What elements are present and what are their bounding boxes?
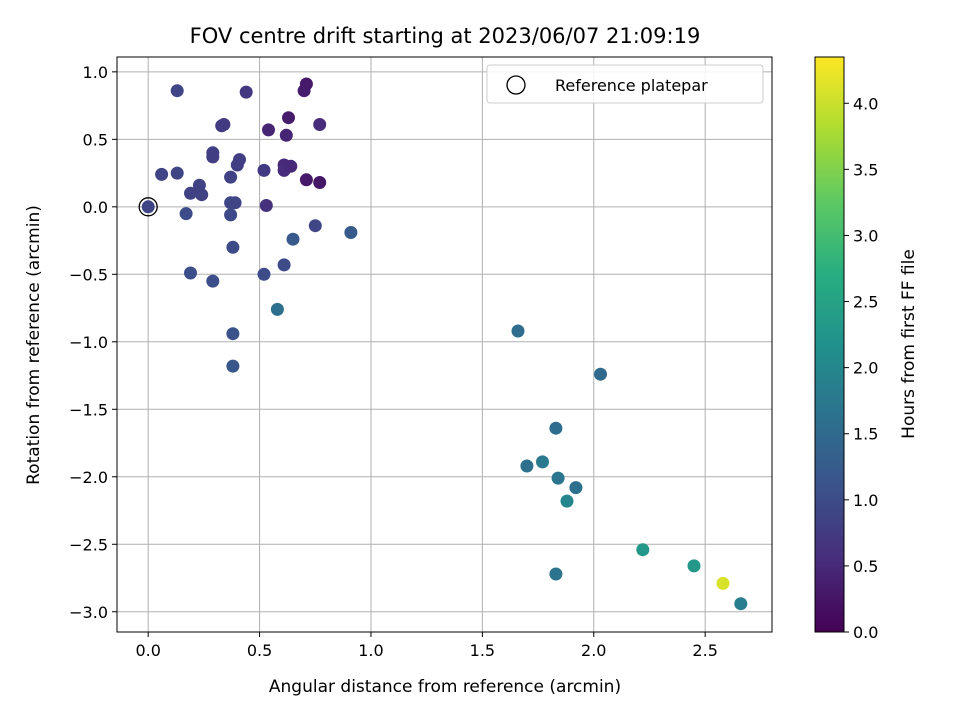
data-point xyxy=(226,240,240,254)
data-point xyxy=(184,266,197,280)
x-tick-label: 1.0 xyxy=(358,641,383,660)
y-tick-label: −3.0 xyxy=(69,603,108,622)
reference-platepar-marker xyxy=(138,197,158,217)
legend-marker-open-circle xyxy=(506,75,526,95)
data-point xyxy=(141,200,155,214)
data-point xyxy=(195,188,209,202)
data-point xyxy=(279,128,293,142)
y-tick-label: −2.5 xyxy=(69,535,108,554)
data-point xyxy=(520,459,534,473)
y-axis-label: Rotation from reference (arcmin) xyxy=(24,205,44,485)
data-point xyxy=(239,85,253,99)
colorbar-tick-label: 2.5 xyxy=(853,293,878,312)
data-point xyxy=(179,207,193,221)
data-point xyxy=(155,167,169,181)
y-tick-label: −1.5 xyxy=(69,400,108,419)
colorbar-gradient xyxy=(814,56,845,633)
data-point xyxy=(224,208,238,222)
y-axis-ticks: 1.0 0.5 0.0 −0.5 −1.0 −1.5 −2.0 −2.5 −3.0 xyxy=(69,63,117,622)
legend-box xyxy=(486,64,764,104)
data-point xyxy=(734,597,748,611)
data-point xyxy=(170,166,184,180)
data-point xyxy=(226,359,240,373)
data-point xyxy=(257,267,271,281)
data-point xyxy=(536,455,549,469)
data-point xyxy=(228,196,242,210)
y-tick-label: 0.0 xyxy=(83,198,108,217)
data-point xyxy=(594,367,607,381)
x-axis-ticks: 0.0 0.5 1.0 1.5 2.0 2.5 xyxy=(135,632,718,660)
chart-title: FOV centre drift starting at 2023/06/07 … xyxy=(190,24,701,48)
data-point xyxy=(551,471,565,485)
data-point xyxy=(233,153,246,167)
data-point xyxy=(286,232,300,246)
reference-layer xyxy=(138,197,158,217)
y-tick-label: −2.0 xyxy=(69,468,108,487)
data-point xyxy=(259,199,273,212)
data-point xyxy=(511,324,525,338)
colorbar-tick-label: 1.0 xyxy=(853,491,878,510)
data-point xyxy=(217,118,231,131)
data-point xyxy=(206,150,220,164)
data-point xyxy=(313,118,327,131)
colorbar-tick-label: 0.0 xyxy=(853,623,878,642)
colorbar-tick-label: 1.5 xyxy=(853,425,878,444)
x-tick-label: 2.5 xyxy=(692,641,717,660)
data-point xyxy=(270,302,284,316)
colorbar-label: Hours from first FF file xyxy=(899,249,919,439)
data-point xyxy=(277,258,291,272)
data-point xyxy=(569,481,583,495)
data-point xyxy=(687,559,701,573)
colorbar-tick-label: 0.5 xyxy=(853,557,878,576)
x-tick-label: 0.0 xyxy=(135,641,160,660)
colorbar-tick-label: 3.5 xyxy=(853,160,878,179)
data-point xyxy=(313,176,327,189)
data-point xyxy=(636,543,650,557)
x-tick-label: 1.5 xyxy=(470,641,495,660)
y-tick-label: 1.0 xyxy=(83,63,108,82)
data-point xyxy=(308,219,322,233)
colorbar: 0.0 0.5 1.0 1.5 2.0 2.5 3.0 3.5 4.0 Hours from f… xyxy=(814,56,919,642)
y-tick-label: −0.5 xyxy=(69,265,108,284)
colorbar-tick-label: 4.0 xyxy=(853,94,878,113)
data-point xyxy=(549,567,563,581)
data-point xyxy=(560,494,574,508)
x-tick-label: 0.5 xyxy=(247,641,272,660)
legend: Reference platepar xyxy=(486,64,764,104)
y-tick-label: 0.5 xyxy=(83,130,108,149)
data-point xyxy=(549,421,563,435)
x-axis-label: Angular distance from reference (arcmin) xyxy=(269,677,621,697)
data-point xyxy=(184,186,197,200)
data-point xyxy=(284,159,298,173)
data-point xyxy=(206,274,220,288)
data-point xyxy=(716,576,730,590)
data-point xyxy=(257,163,271,177)
data-point xyxy=(299,173,313,187)
colorbar-ticks: 0.0 0.5 1.0 1.5 2.0 2.5 3.0 3.5 4.0 xyxy=(844,94,878,642)
data-point xyxy=(224,170,238,184)
plot-frame xyxy=(116,56,773,633)
y-tick-label: −1.0 xyxy=(69,333,108,352)
data-point xyxy=(226,327,240,341)
data-point xyxy=(170,84,184,98)
grid xyxy=(117,57,772,632)
colorbar-tick-label: 3.0 xyxy=(853,226,878,245)
colorbar-tick-label: 2.0 xyxy=(853,359,878,378)
scatter-points xyxy=(141,77,748,611)
data-point xyxy=(344,226,358,239)
x-tick-label: 2.0 xyxy=(581,641,606,660)
data-point xyxy=(262,123,275,137)
data-point xyxy=(282,111,295,125)
data-point xyxy=(299,77,313,91)
legend-label-reference-platepar: Reference platepar xyxy=(555,76,708,95)
